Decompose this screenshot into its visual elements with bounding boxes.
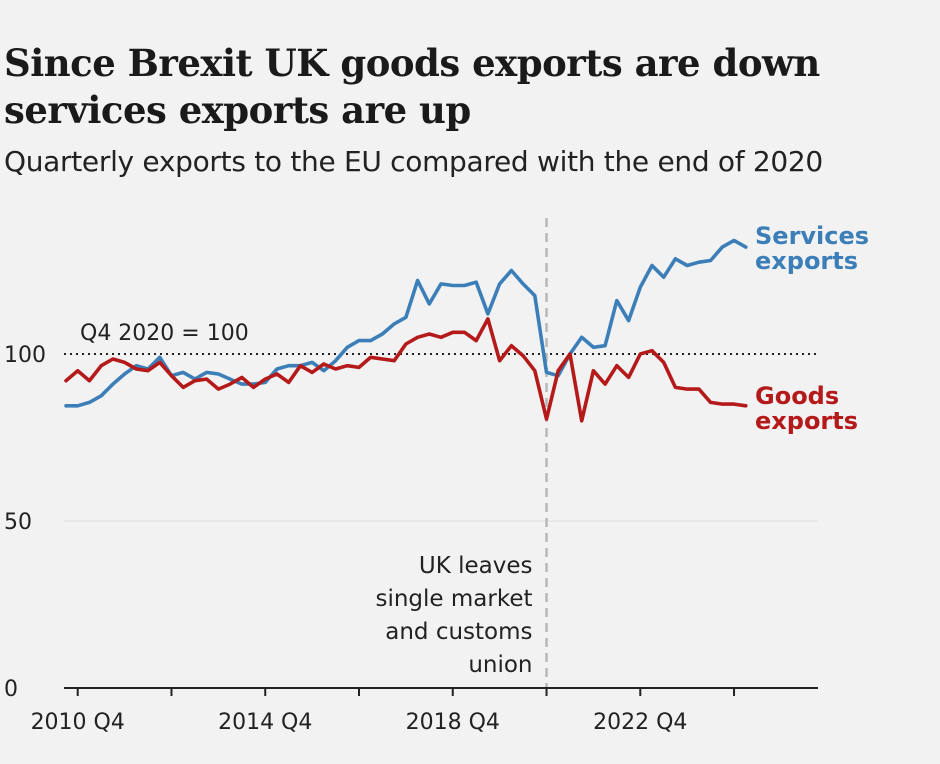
reference-line-group: Q4 2020 = 100 [64, 321, 818, 355]
series-line-services-exports [64, 238, 748, 408]
x-axis: 2010 Q4 2014 Q4 2018 Q4 2022 Q4 [31, 687, 818, 735]
chart-title: Since Brexit UK goods exports are down s… [4, 40, 924, 134]
series-label-services-exports-1: Services [755, 222, 869, 250]
y-axis-ticks: 0 50 100 [4, 343, 46, 702]
series-label-services-exports-2: exports [755, 247, 858, 275]
series-line-goods-exports [64, 317, 748, 423]
y-tick-label-0: 0 [4, 677, 18, 702]
brexit-annotation-line-4: union [468, 652, 532, 678]
chart-subtitle: Quarterly exports to the EU compared wit… [4, 145, 823, 178]
series-label-goods-exports-2: exports [755, 407, 858, 435]
x-tick-label-2014-q4: 2014 Q4 [218, 710, 312, 735]
series-group [64, 238, 748, 423]
brexit-marker-group: UK leaves single market and customs union [375, 218, 548, 688]
y-tick-label-50: 50 [4, 510, 32, 535]
reference-line-label: Q4 2020 = 100 [80, 321, 249, 346]
x-tick-label-2022-q4: 2022 Q4 [593, 710, 687, 735]
x-tick-label-2010-q4: 2010 Q4 [31, 710, 125, 735]
brexit-annotation-line-3: and customs [385, 619, 532, 645]
y-tick-label-100: 100 [4, 343, 46, 368]
x-tick-label-2018-q4: 2018 Q4 [406, 710, 500, 735]
chart-title-line-2: services exports are up [4, 88, 471, 132]
brexit-annotation-line-2: single market [375, 586, 532, 612]
chart-title-line-1: Since Brexit UK goods exports are down [4, 41, 820, 85]
series-label-goods-exports-1: Goods [755, 382, 839, 410]
brexit-annotation-line-1: UK leaves [419, 553, 533, 579]
